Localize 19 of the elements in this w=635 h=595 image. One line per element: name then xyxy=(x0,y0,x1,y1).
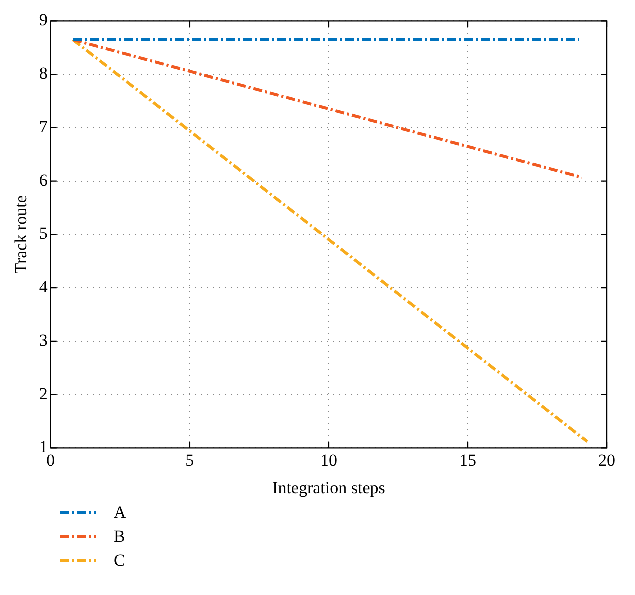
y-tick-label: 4 xyxy=(39,278,48,297)
legend-label: C xyxy=(114,551,126,571)
y-tick-label: 1 xyxy=(39,438,48,457)
y-tick-label: 2 xyxy=(39,384,48,404)
x-tick-label: 15 xyxy=(459,450,476,470)
y-tick-label: 3 xyxy=(39,330,48,350)
x-axis-title: Integration steps xyxy=(272,478,386,498)
legend-label: B xyxy=(114,527,126,547)
x-tick-label: 0 xyxy=(46,450,56,470)
x-tick-label: 10 xyxy=(320,450,338,470)
y-tick-label: 9 xyxy=(39,10,48,30)
y-axis-title: Track route xyxy=(12,196,31,274)
y-tick-label: 8 xyxy=(39,64,48,84)
y-tick-label: 5 xyxy=(39,224,48,244)
x-tick-label: 5 xyxy=(186,450,194,470)
legend-label: A xyxy=(114,503,126,523)
y-tick-label: 7 xyxy=(39,117,48,136)
y-tick-label: 6 xyxy=(39,170,48,190)
x-tick-label: 20 xyxy=(598,450,616,470)
